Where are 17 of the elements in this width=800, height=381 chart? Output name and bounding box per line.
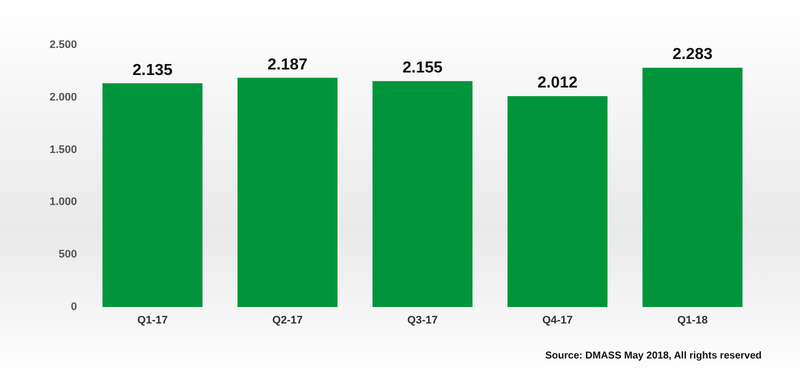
data-label: 2.155	[402, 60, 443, 77]
data-label: 2.187	[267, 56, 308, 74]
source-note: Source: DMASS May 2018, All rights reserved	[545, 350, 762, 362]
y-tick-label: 2.000	[49, 91, 77, 104]
x-tick-label: Q1-18	[677, 314, 708, 326]
y-tick-label: 1.000	[49, 196, 77, 208]
y-tick-label: 0	[70, 301, 77, 313]
x-tick-label: Q4-17	[542, 314, 573, 326]
data-label: 2.012	[537, 74, 578, 92]
y-tick-label: 2.500	[49, 39, 77, 51]
x-tick-label: Q1-17	[137, 314, 168, 326]
data-label: 2.135	[132, 62, 173, 79]
y-tick-label: 1.500	[49, 144, 77, 156]
data-label: 2.283	[672, 46, 713, 64]
y-tick-label: 500	[58, 248, 77, 261]
x-tick-label: Q2-17	[272, 314, 303, 326]
x-tick-label: Q3-17	[407, 314, 438, 326]
